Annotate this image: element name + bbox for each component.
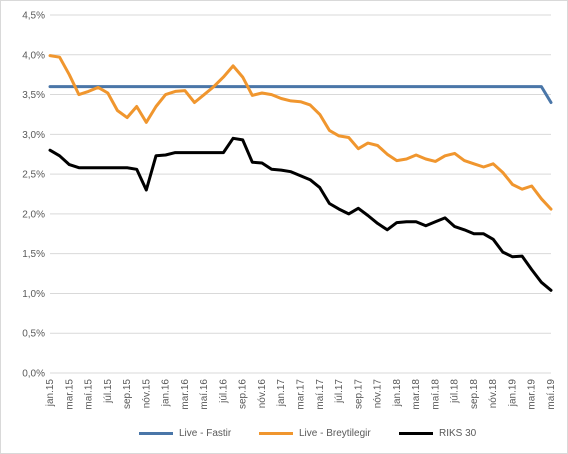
gridlines bbox=[50, 14, 551, 374]
legend-item-fastir: Live - Fastir bbox=[139, 428, 231, 439]
legend-label-breytilegir: Live - Breytilegir bbox=[299, 428, 371, 439]
x-axis: jan.15 mar.15 maí.15 júl.15 sep.15 nóv.15 jan.… bbox=[45, 379, 557, 410]
legend-swatch-riks30 bbox=[399, 432, 433, 435]
x-tick-label: jan.19 bbox=[507, 379, 518, 408]
x-tick-label: mar.17 bbox=[296, 379, 307, 410]
x-tick-label: maí.17 bbox=[315, 379, 326, 410]
y-tick-label: 3,0% bbox=[22, 130, 45, 141]
legend-item-riks30: RIKS 30 bbox=[399, 428, 476, 439]
x-tick-label: sep.15 bbox=[122, 379, 133, 409]
x-tick-label: mar.16 bbox=[180, 379, 191, 410]
x-tick-label: júl.18 bbox=[450, 379, 461, 404]
y-tick-label: 1,5% bbox=[22, 249, 45, 260]
y-tick-label: 2,0% bbox=[22, 209, 45, 220]
x-tick-label: maí.15 bbox=[84, 379, 95, 410]
y-tick-label: 2,5% bbox=[22, 170, 45, 181]
x-tick-label: maí.18 bbox=[430, 379, 441, 410]
x-tick-label: jan.18 bbox=[392, 379, 403, 408]
x-tick-label: sep.17 bbox=[353, 379, 364, 409]
series-line-2 bbox=[48, 54, 553, 211]
x-tick-label: júl.17 bbox=[334, 379, 345, 404]
y-tick-label: 4,0% bbox=[22, 50, 45, 61]
x-tick-label: júl.16 bbox=[218, 379, 229, 404]
x-tick-label: nóv.16 bbox=[257, 379, 268, 409]
x-tick-label: maí.19 bbox=[546, 379, 557, 410]
x-tick-label: nóv.15 bbox=[141, 379, 152, 409]
x-tick-label: mar.18 bbox=[411, 379, 422, 410]
legend-item-breytilegir: Live - Breytilegir bbox=[259, 428, 371, 439]
series-lines bbox=[48, 54, 553, 292]
x-tick-label: maí.16 bbox=[199, 379, 210, 410]
legend-swatch-fastir bbox=[139, 432, 173, 435]
series-line-3 bbox=[48, 136, 553, 292]
x-tick-label: sep.16 bbox=[238, 379, 249, 409]
y-tick-label: 1,0% bbox=[22, 289, 45, 300]
y-tick-label: 3,5% bbox=[22, 90, 45, 101]
x-tick-label: mar.19 bbox=[527, 379, 538, 410]
series-line-1 bbox=[48, 85, 553, 104]
y-axis: 0,0% 0,5% 1,0% 1,5% 2,0% 2,5% 3,0% 3,5% 4,0% 4,5% bbox=[22, 11, 45, 380]
legend-label-fastir: Live - Fastir bbox=[179, 428, 232, 439]
y-tick-label: 0,0% bbox=[22, 369, 45, 380]
line-chart: 0,0% 0,5% 1,0% 1,5% 2,0% 2,5% 3,0% 3,5% 4,0% 4,5%… bbox=[22, 11, 557, 410]
y-tick-label: 0,5% bbox=[22, 329, 45, 340]
x-tick-label: júl.15 bbox=[103, 379, 114, 404]
x-tick-label: nóv.17 bbox=[373, 379, 384, 409]
x-tick-label: mar.15 bbox=[64, 379, 75, 410]
x-tick-label: jan.17 bbox=[276, 379, 287, 408]
legend-label-riks30: RIKS 30 bbox=[439, 428, 477, 439]
x-tick-label: jan.15 bbox=[45, 379, 56, 408]
x-tick-label: sep.18 bbox=[469, 379, 480, 409]
x-tick-label: jan.16 bbox=[161, 379, 172, 408]
legend: Live - Fastir Live - Breytilegir RIKS 30 bbox=[1, 428, 568, 444]
x-tick-label: nóv.18 bbox=[488, 379, 499, 409]
legend-swatch-breytilegir bbox=[259, 432, 293, 435]
y-tick-label: 4,5% bbox=[22, 11, 45, 22]
